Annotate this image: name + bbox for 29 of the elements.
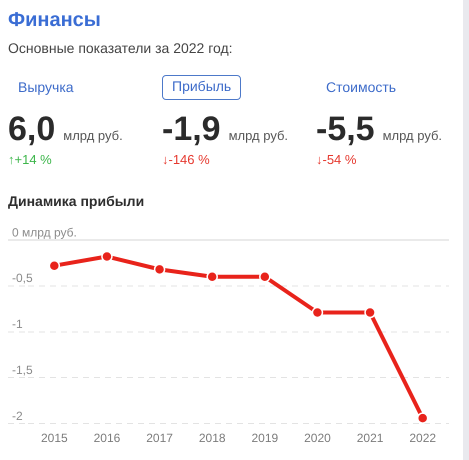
category-label: Прибыль — [172, 78, 232, 94]
text: -5,5 — [316, 110, 375, 148]
x-tick-label: 2015 — [40, 431, 68, 446]
x-tick-label: 2018 — [198, 431, 226, 446]
text: ↓-146 % — [162, 152, 210, 167]
text: ↓-54 % — [316, 152, 356, 167]
text: млрд руб. — [63, 128, 123, 143]
y-tick-label: -2 — [12, 408, 23, 423]
tab-button: Прибыль — [162, 75, 242, 100]
y-tick-label: -1 — [12, 317, 23, 332]
x-tick-label: 2016 — [94, 431, 121, 446]
category-label: Стоимость — [326, 79, 396, 95]
category-label: Выручка — [18, 79, 74, 95]
x-tick-label: 2017 — [146, 431, 174, 446]
y-tick-label: -0,5 — [12, 271, 34, 286]
text: Основные показатели за 2022 год: — [8, 40, 233, 56]
text: 6,0 — [8, 110, 56, 148]
text: млрд руб. — [382, 128, 442, 143]
x-tick-label: 2019 — [251, 431, 278, 446]
text: -1,9 — [162, 110, 221, 148]
chart-title: Динамика прибыли — [8, 193, 144, 209]
text: ↑+14 % — [8, 152, 52, 167]
text: млрд руб. — [228, 128, 288, 143]
text: Финансы — [8, 9, 101, 31]
x-tick-label: 2020 — [304, 431, 332, 446]
y-tick-label: 0 млрд руб. — [12, 225, 77, 240]
x-tick-label: 2022 — [409, 431, 436, 446]
y-tick-label: -1,5 — [12, 363, 34, 378]
x-tick-label: 2021 — [356, 431, 384, 446]
